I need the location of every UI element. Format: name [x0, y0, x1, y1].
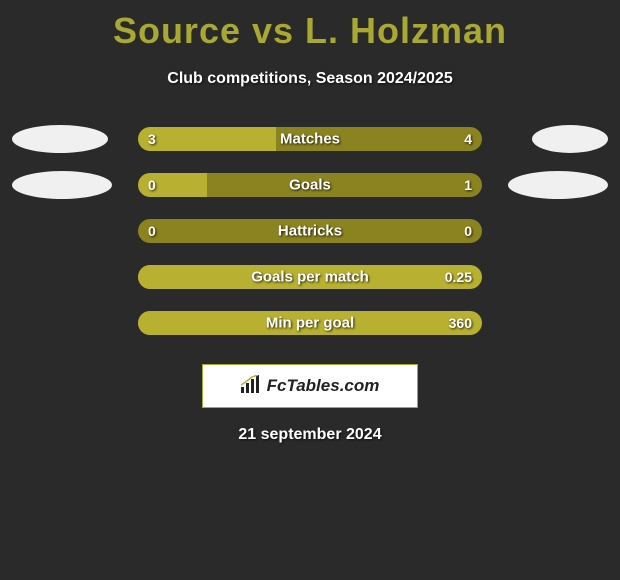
stat-bar-track: Goals 0 1	[138, 173, 482, 197]
comparison-widget: Source vs L. Holzman Club competitions, …	[0, 0, 620, 444]
stat-label: Matches	[280, 131, 340, 148]
stat-bar-track: Matches 3 4	[138, 127, 482, 151]
player-ellipse-left	[12, 171, 112, 199]
stat-row: Matches 3 4	[0, 116, 620, 162]
stat-label: Min per goal	[266, 315, 354, 332]
stat-value-right: 0.25	[445, 269, 472, 285]
stat-value-right: 1	[464, 177, 472, 193]
stats-container: Matches 3 4 Goals 0 1 Hattricks 0 0 Goals per mat…	[0, 116, 620, 346]
stat-value-left: 0	[148, 223, 156, 239]
stat-label: Goals	[289, 177, 331, 194]
stat-row: Goals 0 1	[0, 162, 620, 208]
date: 21 september 2024	[0, 426, 620, 444]
player-ellipse-right	[532, 125, 608, 153]
stat-value-left: 3	[148, 131, 156, 147]
stat-bar-track: Goals per match 0.25	[138, 265, 482, 289]
stat-row: Min per goal 360	[0, 300, 620, 346]
stat-value-left: 0	[148, 177, 156, 193]
footer-logo: FcTables.com	[241, 375, 380, 398]
subtitle: Club competitions, Season 2024/2025	[0, 70, 620, 88]
stat-label: Goals per match	[251, 269, 369, 286]
page-title: Source vs L. Holzman	[0, 0, 620, 52]
stat-bar-track: Min per goal 360	[138, 311, 482, 335]
player-ellipse-right	[508, 171, 608, 199]
player-ellipse-left	[12, 125, 108, 153]
stat-row: Hattricks 0 0	[0, 208, 620, 254]
stat-value-right: 0	[464, 223, 472, 239]
stat-bar-fill-left	[138, 127, 276, 151]
stat-label: Hattricks	[278, 223, 342, 240]
footer-brand-box[interactable]: FcTables.com	[202, 364, 418, 408]
stat-value-right: 360	[449, 315, 472, 331]
stat-value-right: 4	[464, 131, 472, 147]
stat-row: Goals per match 0.25	[0, 254, 620, 300]
bar-chart-icon	[241, 375, 263, 398]
stat-bar-track: Hattricks 0 0	[138, 219, 482, 243]
footer-brand-text: FcTables.com	[267, 376, 380, 396]
